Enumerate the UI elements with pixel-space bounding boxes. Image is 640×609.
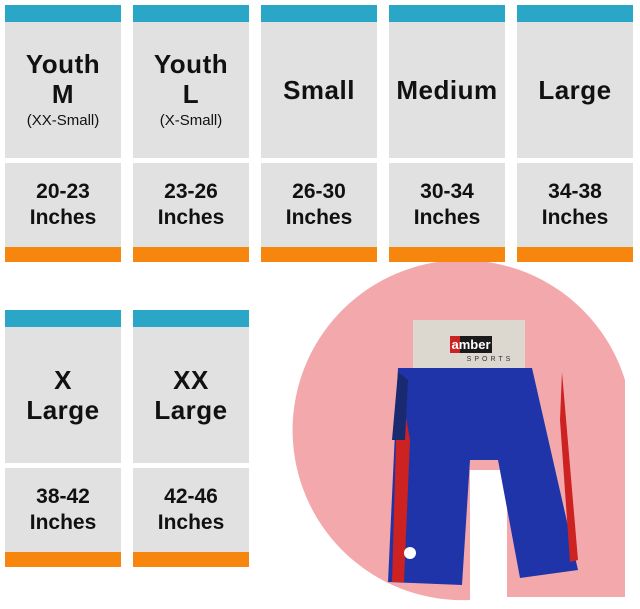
footer-bar (261, 247, 377, 262)
header-bar (133, 5, 249, 22)
header-bar (389, 5, 505, 22)
waist-unit: Inches (29, 511, 97, 534)
boxing-shorts-image: amber SPORTS (388, 320, 578, 585)
waist-unit: Inches (157, 511, 225, 534)
size-name-panel: XX Large (133, 327, 249, 463)
size-name-panel: Youth M (XX-Small) (5, 22, 121, 158)
size-name-line: Youth (153, 49, 229, 79)
waist-range: 26-30 (292, 180, 346, 203)
waist-range: 30-34 (420, 180, 474, 203)
waist-range-panel: 23-26 Inches (133, 163, 249, 247)
brand-logo-sub: SPORTS (467, 356, 514, 363)
header-bar (261, 5, 377, 22)
waist-range-panel: 42-46 Inches (133, 468, 249, 552)
waist-unit: Inches (157, 206, 225, 229)
footer-bar (5, 552, 121, 567)
header-bar (5, 5, 121, 22)
size-name-panel: Youth L (X-Small) (133, 22, 249, 158)
size-name-line: M (51, 79, 75, 109)
waist-unit: Inches (285, 206, 353, 229)
size-name-line: L (182, 79, 200, 109)
size-card: XX Large 42-46 Inches (133, 310, 249, 567)
size-name-panel: Small (261, 22, 377, 158)
size-name-line: Large (154, 395, 228, 425)
brand-logo: amber (451, 337, 490, 352)
waist-unit: Inches (413, 206, 481, 229)
size-alt-name: (X-Small) (159, 112, 223, 129)
header-bar (5, 310, 121, 327)
size-name-panel: Medium (389, 22, 505, 158)
waist-range: 42-46 (164, 485, 218, 508)
waist-range-panel: 38-42 Inches (5, 468, 121, 552)
header-bar (133, 310, 249, 327)
footer-bar (517, 247, 633, 262)
size-name-line: X (54, 365, 72, 395)
size-name-line: XX (173, 365, 209, 395)
waist-unit: Inches (29, 206, 97, 229)
footer-bar (389, 247, 505, 262)
size-name-line: Medium (396, 75, 498, 105)
waist-range-panel: 30-34 Inches (389, 163, 505, 247)
waist-range: 34-38 (548, 180, 602, 203)
size-card: Large 34-38 Inches (517, 5, 633, 262)
size-alt-name: (XX-Small) (26, 112, 100, 129)
waist-range: 38-42 (36, 485, 90, 508)
size-name-panel: Large (517, 22, 633, 158)
waist-range-panel: 26-30 Inches (261, 163, 377, 247)
size-name-panel: X Large (5, 327, 121, 463)
footer-bar (133, 247, 249, 262)
size-card: Medium 30-34 Inches (389, 5, 505, 262)
waist-unit: Inches (541, 206, 609, 229)
footer-bar (133, 552, 249, 567)
size-card: Youth M (XX-Small) 20-23 Inches (5, 5, 121, 262)
size-name-line: Large (26, 395, 100, 425)
size-name-line: Small (283, 75, 355, 105)
size-name-line: Large (538, 75, 612, 105)
waist-range-panel: 20-23 Inches (5, 163, 121, 247)
size-card: Youth L (X-Small) 23-26 Inches (133, 5, 249, 262)
size-name-line: Youth (25, 49, 101, 79)
waist-range: 23-26 (164, 180, 218, 203)
size-card: X Large 38-42 Inches (5, 310, 121, 567)
waist-range-panel: 34-38 Inches (517, 163, 633, 247)
size-card: Small 26-30 Inches (261, 5, 377, 262)
footer-bar (5, 247, 121, 262)
waist-range: 20-23 (36, 180, 90, 203)
header-bar (517, 5, 633, 22)
